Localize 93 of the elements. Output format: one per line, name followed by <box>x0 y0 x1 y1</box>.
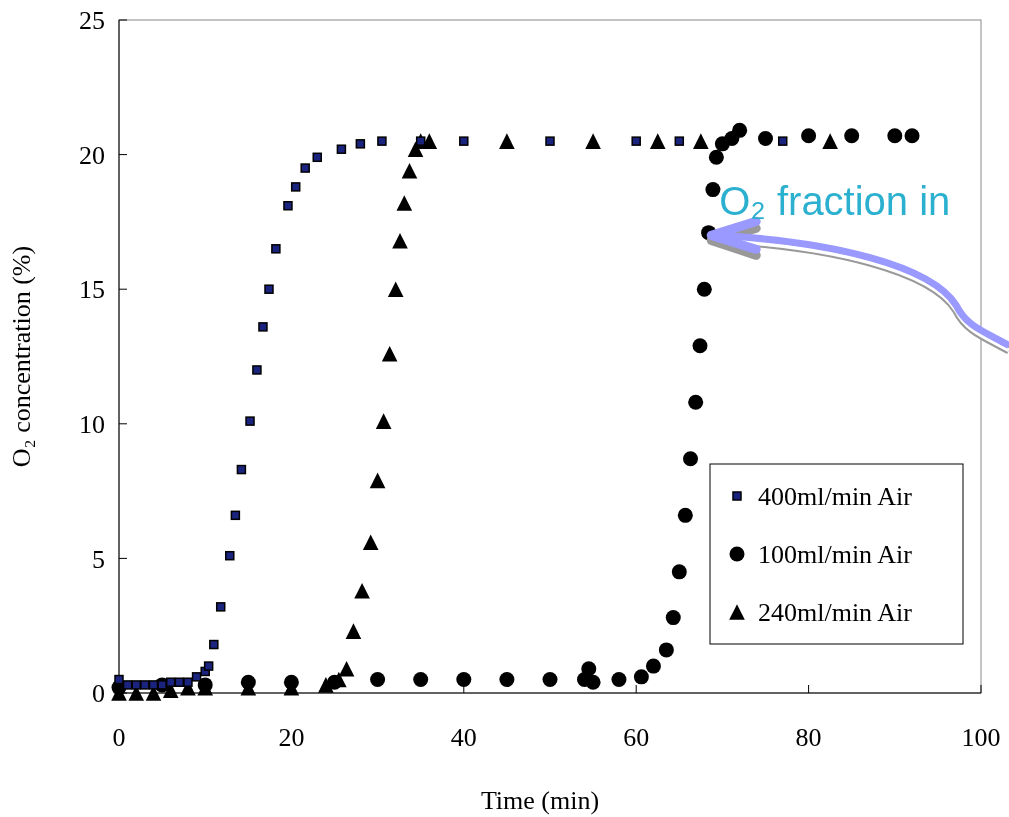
x-tick-label: 0 <box>112 723 126 752</box>
point <box>290 182 301 192</box>
point <box>300 163 310 173</box>
point <box>370 672 386 688</box>
point <box>542 672 558 688</box>
point <box>581 661 597 677</box>
point <box>252 365 262 375</box>
x-tick-label: 100 <box>961 723 1001 752</box>
legend-label: 400ml/min Air <box>758 482 913 512</box>
y-tick-label: 25 <box>79 6 105 36</box>
point <box>355 139 366 149</box>
y-tick-label: 15 <box>79 275 105 305</box>
legend-label: 100ml/min Air <box>758 540 913 570</box>
point <box>585 674 601 690</box>
x-axis-title: Time (min) <box>480 786 600 815</box>
point <box>203 661 214 671</box>
point <box>708 149 724 165</box>
point <box>245 416 255 426</box>
point <box>705 182 721 198</box>
point <box>336 144 347 154</box>
point <box>225 550 235 561</box>
point <box>396 195 413 211</box>
y-tick-label: 20 <box>79 140 105 170</box>
point <box>732 122 748 138</box>
point <box>387 281 404 297</box>
point <box>777 136 788 146</box>
point <box>611 672 627 688</box>
point <box>140 680 150 690</box>
point <box>844 128 860 144</box>
point <box>312 152 323 163</box>
point <box>131 680 141 690</box>
point <box>758 130 773 146</box>
point <box>174 677 185 687</box>
point <box>377 136 387 146</box>
point <box>696 281 712 297</box>
y-tick-label: 5 <box>92 544 105 574</box>
point <box>801 128 817 144</box>
point <box>392 232 408 249</box>
point <box>649 133 666 149</box>
point <box>122 680 133 690</box>
legend-label: 240ml/min Air <box>758 598 913 628</box>
point <box>375 413 392 429</box>
point <box>354 582 370 599</box>
point <box>633 669 649 685</box>
point <box>499 672 515 688</box>
point <box>658 642 674 658</box>
point <box>401 162 418 179</box>
point <box>381 346 398 362</box>
point <box>283 674 299 690</box>
point <box>338 660 355 677</box>
y-axis-title: O₂ concentration (%) <box>7 245 36 468</box>
point <box>362 534 379 551</box>
point <box>631 136 641 146</box>
point <box>209 639 219 650</box>
y-tick-label: 0 <box>92 679 105 709</box>
point <box>822 133 838 149</box>
x-tick-label: 60 <box>623 723 650 752</box>
point <box>674 136 685 146</box>
x-tick-label: 40 <box>450 723 477 752</box>
point <box>413 672 429 688</box>
point <box>165 677 176 687</box>
point <box>904 128 920 144</box>
point <box>692 338 708 354</box>
point <box>271 244 281 254</box>
point <box>236 464 247 475</box>
point <box>585 133 601 149</box>
point <box>183 677 193 687</box>
point <box>456 672 472 688</box>
point <box>693 133 709 149</box>
point <box>283 201 293 211</box>
point <box>240 674 256 690</box>
point <box>499 133 515 149</box>
point <box>345 623 362 639</box>
annotation: O₂ fraction in <box>719 179 951 224</box>
point <box>645 658 661 674</box>
point <box>683 451 699 467</box>
point <box>459 136 469 146</box>
point <box>191 672 202 682</box>
point <box>258 322 268 332</box>
point <box>264 284 274 294</box>
x-tick-label: 80 <box>795 723 822 752</box>
point <box>545 136 555 146</box>
point <box>327 674 342 690</box>
point <box>688 394 704 410</box>
point <box>671 564 687 580</box>
point <box>230 510 241 521</box>
point <box>677 507 693 523</box>
point <box>665 610 681 626</box>
point <box>215 602 226 612</box>
point <box>887 128 903 144</box>
y-tick-label: 10 <box>79 409 105 439</box>
x-tick-label: 20 <box>278 723 305 752</box>
point <box>369 472 386 489</box>
